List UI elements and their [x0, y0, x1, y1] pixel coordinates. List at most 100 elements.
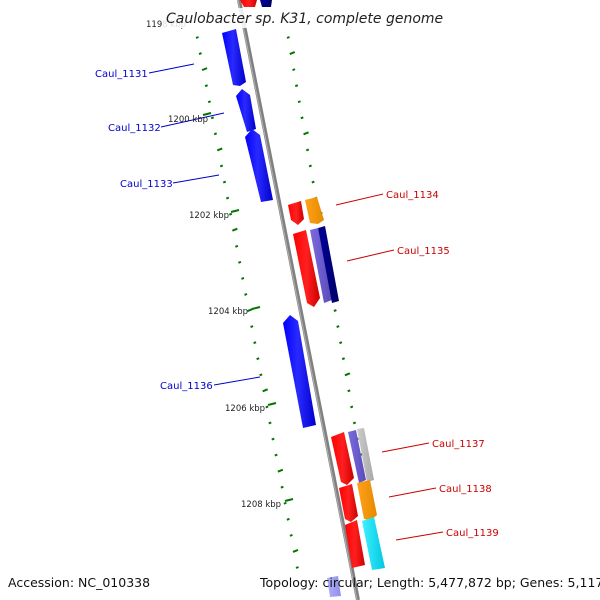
gc-tick [286, 517, 290, 521]
gc-tick [289, 533, 293, 537]
kbp-label-1204: 1204 kbp [208, 307, 248, 317]
gc-tick [308, 164, 312, 168]
gene-arrow-caul-1133[interactable] [245, 129, 273, 202]
accession-text: Accession: NC_010338 [8, 575, 150, 590]
gc-tick [292, 68, 296, 72]
genome-summary-text: Topology: circular; Length: 5,477,872 bp… [259, 575, 600, 590]
gene-arrow-caul-1136[interactable] [283, 315, 316, 428]
gc-tick [271, 437, 275, 441]
gene-arrow-caul-1135-slate[interactable] [310, 228, 332, 303]
gc-tick [311, 180, 315, 184]
gene-label-caul-1138[interactable]: Caul_1138 [439, 484, 492, 495]
gc-tick [295, 566, 299, 569]
gene-label-caul-1136[interactable]: Caul_1136 [160, 381, 213, 392]
genome-backbone [237, 0, 360, 600]
kbp-label-1206: 1206 kbp [225, 404, 265, 414]
gc-tick [289, 51, 296, 55]
gc-tick [213, 132, 218, 136]
gene-label-caul-1131[interactable]: Caul_1131 [95, 69, 148, 80]
gene-arrow-caul-1134b[interactable] [305, 197, 324, 224]
gc-tick [238, 260, 242, 264]
gene-arrow-caul-1137-red[interactable] [331, 432, 354, 485]
gene-arrow-caul-1131[interactable] [222, 29, 246, 86]
gc-tick [277, 468, 284, 473]
gene-arrow-caul-1135-navy[interactable] [318, 226, 339, 303]
gc-tick [339, 341, 343, 345]
gc-tick [305, 148, 310, 152]
gc-tick [294, 84, 299, 88]
gc-tick [286, 36, 290, 39]
kbp-label-1202: 1202 kbp [189, 211, 229, 221]
kbp-major-tick [251, 306, 261, 310]
gc-tick [300, 116, 304, 120]
gc-tick [259, 373, 263, 377]
gc-tick [216, 147, 223, 152]
gc-tick [297, 100, 301, 104]
gc-tick [256, 357, 260, 361]
gene-label-caul-1135[interactable]: Caul_1135 [397, 246, 450, 257]
kbp-label-1200: 1200 kbp [168, 115, 208, 125]
gene-arrow-partial-top-navy [260, 0, 272, 7]
gc-tick [283, 501, 287, 505]
kbp-major-tick [284, 498, 294, 502]
gene-arrow-caul-1137-gray[interactable] [357, 428, 374, 482]
gc-tick [292, 549, 299, 553]
gene-arrow-partial-bottom [327, 576, 341, 597]
gc-tick [207, 100, 211, 104]
gc-tick [198, 52, 202, 55]
genome-backbone-highlight [237, 0, 358, 600]
gene-arrow-caul-1138-red[interactable] [339, 484, 358, 522]
gene-arrow-partial-top-red [240, 0, 257, 7]
gene-label-caul-1139[interactable]: Caul_1139 [446, 528, 499, 539]
gc-tick [241, 276, 245, 280]
gc-tick [247, 308, 253, 312]
kbp-label-1208: 1208 kbp [241, 500, 281, 510]
gc-tick [219, 164, 224, 168]
gc-tick [228, 212, 233, 216]
gc-tick [250, 325, 254, 329]
gc-tick [268, 421, 272, 425]
gc-tick [244, 293, 248, 296]
gene-arrow-caul-1138-orange[interactable] [357, 480, 377, 520]
kbp-major-tick [267, 402, 277, 406]
gene-arrow-caul-1135-red[interactable] [293, 230, 320, 307]
gc-tick [235, 244, 239, 248]
title-backdrop [162, 8, 440, 28]
gc-track-left [195, 36, 299, 569]
gc-tick [195, 36, 199, 39]
gene-arrow-caul-1139-red[interactable] [345, 520, 365, 568]
leader-lines [148, 63, 444, 541]
gc-tick [347, 389, 351, 393]
gene-label-caul-1132[interactable]: Caul_1132 [108, 123, 161, 134]
gc-tick [225, 196, 230, 200]
gc-tick [344, 372, 351, 377]
gene-arrow-caul-1134a[interactable] [288, 201, 304, 225]
gc-tick [210, 116, 215, 120]
gc-tick [201, 67, 208, 72]
gene-label-caul-1134[interactable]: Caul_1134 [386, 190, 439, 201]
gene-arrow-caul-1139-cyan[interactable] [362, 517, 385, 570]
gene-label-caul-1137[interactable]: Caul_1137 [432, 439, 485, 450]
gc-tick [253, 341, 257, 345]
gc-tick [341, 357, 346, 361]
gc-tick [333, 309, 337, 312]
diagram-title: Caulobacter sp. K31, complete genome [166, 11, 443, 27]
gc-tick [280, 485, 284, 489]
gene-arrow-caul-1132[interactable] [236, 89, 256, 132]
gc-tick [352, 421, 357, 425]
gc-tick [303, 131, 309, 136]
gc-tick [231, 227, 238, 232]
gene-arrow-caul-1137-slate[interactable] [348, 430, 366, 483]
gc-tick [274, 453, 278, 457]
gene-label-caul-1133[interactable]: Caul_1133 [120, 179, 173, 190]
kbp-ruler-ticks [202, 112, 294, 502]
gc-tick [222, 180, 227, 184]
gc-tick [350, 405, 354, 409]
gc-tick [262, 388, 269, 393]
gc-tick [265, 405, 269, 409]
kbp-major-tick [202, 112, 212, 116]
kbp-major-tick [230, 209, 240, 213]
gc-tick [204, 84, 208, 88]
gc-tick [336, 325, 340, 329]
